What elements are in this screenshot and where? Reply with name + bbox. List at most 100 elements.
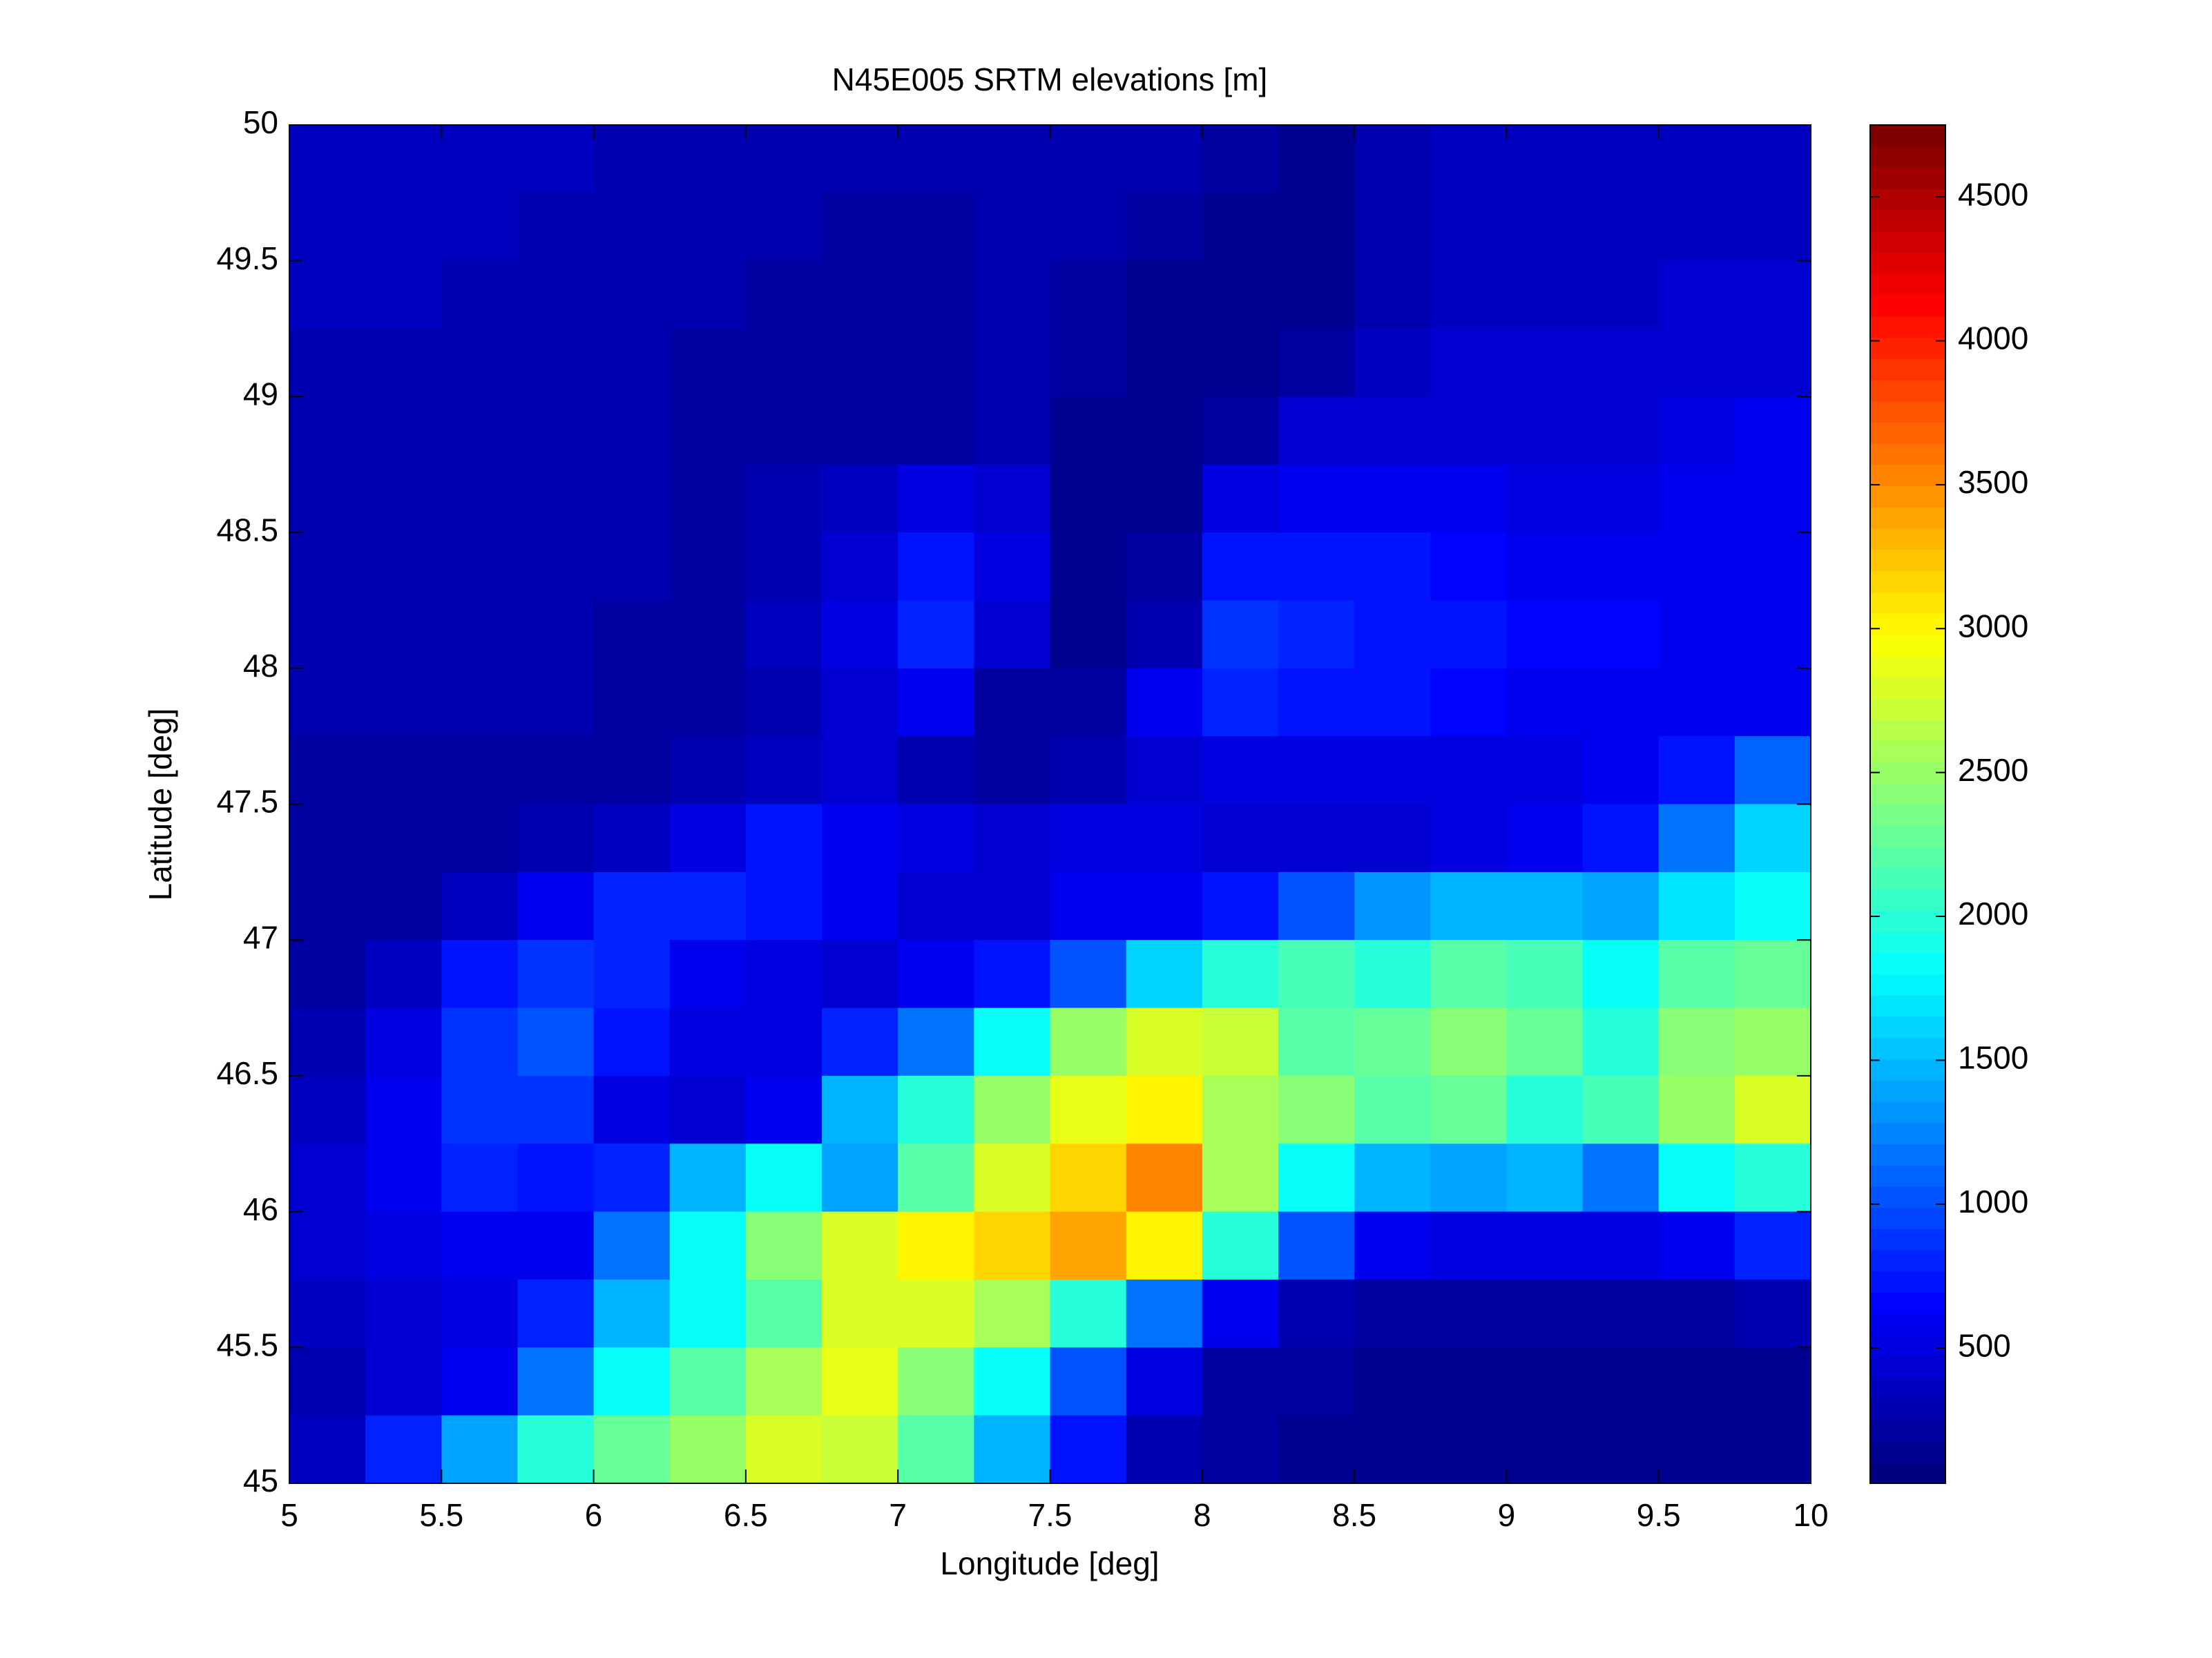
heatmap-cell xyxy=(1734,464,1811,533)
x-tick-label: 8 xyxy=(1193,1497,1211,1533)
heatmap-cell xyxy=(1278,125,1355,193)
colorbar-swatch xyxy=(1870,443,1945,465)
heatmap-cell xyxy=(669,396,747,465)
heatmap-cell xyxy=(1734,193,1811,262)
heatmap-cell xyxy=(669,1347,747,1416)
heatmap-cell xyxy=(745,1415,823,1484)
heatmap-cell xyxy=(1582,260,1660,329)
heatmap-cell xyxy=(1506,396,1584,465)
heatmap-cell xyxy=(1354,464,1431,533)
heatmap-cell xyxy=(1126,532,1203,601)
heatmap-cell xyxy=(441,668,519,737)
heatmap-cell xyxy=(974,1211,1051,1280)
heatmap-cell xyxy=(1582,804,1660,873)
heatmap-cell xyxy=(974,871,1051,941)
heatmap-cell xyxy=(593,260,671,329)
colorbar-swatch xyxy=(1870,146,1945,168)
heatmap-cell xyxy=(1050,668,1127,737)
heatmap-cell xyxy=(1354,1347,1431,1416)
heatmap-cell xyxy=(1202,668,1279,737)
heatmap-cell xyxy=(669,193,747,262)
heatmap-cell xyxy=(822,804,898,873)
heatmap-cell xyxy=(1430,871,1507,941)
heatmap-cell xyxy=(1278,600,1355,669)
heatmap-cell xyxy=(517,1008,595,1077)
heatmap-cell xyxy=(1354,1415,1431,1484)
heatmap-cell xyxy=(1734,600,1811,669)
heatmap-cell xyxy=(974,396,1051,465)
heatmap-cell xyxy=(1430,736,1507,805)
heatmap-cell xyxy=(1050,1347,1127,1416)
heatmap-cell xyxy=(517,871,595,941)
y-tick-label: 47 xyxy=(243,919,278,955)
colorbar-swatch xyxy=(1870,782,1945,805)
heatmap-cell xyxy=(1050,1075,1127,1144)
heatmap-cell xyxy=(1506,464,1584,533)
heatmap-cell xyxy=(1278,871,1355,941)
heatmap-cell xyxy=(593,329,671,397)
heatmap-cell xyxy=(822,1075,898,1144)
heatmap-cell xyxy=(1506,1415,1584,1484)
colorbar-swatch xyxy=(1870,1419,1945,1442)
x-tick-label: 7 xyxy=(889,1497,907,1533)
heatmap-cell xyxy=(898,1347,974,1416)
y-tick-label: 46.5 xyxy=(216,1055,278,1091)
heatmap-cell xyxy=(898,1008,974,1077)
heatmap-cell xyxy=(517,260,595,329)
heatmap-cell xyxy=(1430,1211,1507,1280)
heatmap-cell xyxy=(822,464,898,533)
colorbar-swatch xyxy=(1870,825,1945,847)
colorbar-swatch xyxy=(1870,231,1945,253)
heatmap-cell xyxy=(517,1075,595,1144)
heatmap-cell xyxy=(669,940,747,1009)
heatmap-cell xyxy=(1430,532,1507,601)
colorbar-swatch xyxy=(1870,995,1945,1017)
heatmap-cell xyxy=(593,396,671,465)
heatmap-cell xyxy=(974,532,1051,601)
y-tick-label: 49 xyxy=(243,376,278,412)
heatmap-cell xyxy=(1278,1347,1355,1416)
colorbar-swatch xyxy=(1870,974,1945,996)
heatmap-cell xyxy=(1354,1075,1431,1144)
heatmap-cell xyxy=(1278,260,1355,329)
heatmap-cell xyxy=(974,464,1051,533)
colorbar-swatch xyxy=(1870,677,1945,699)
heatmap-cell xyxy=(1354,668,1431,737)
heatmap-cell xyxy=(898,1144,974,1213)
colorbar-swatch xyxy=(1870,401,1945,423)
heatmap-cell xyxy=(745,736,823,805)
heatmap-cell xyxy=(517,329,595,397)
heatmap-cell xyxy=(745,668,823,737)
heatmap-cell xyxy=(1658,600,1735,669)
heatmap-cell xyxy=(822,193,898,262)
heatmap-cell xyxy=(974,1279,1051,1348)
heatmap-cell xyxy=(593,940,671,1009)
heatmap-cell xyxy=(1278,1415,1355,1484)
heatmap-cell xyxy=(289,396,366,465)
heatmap-cell xyxy=(1658,940,1735,1009)
heatmap-cell xyxy=(1202,396,1279,465)
colorbar-swatch xyxy=(1870,1271,1945,1293)
heatmap-cell xyxy=(1734,532,1811,601)
heatmap-cell xyxy=(1126,125,1203,193)
heatmap-cell xyxy=(517,668,595,737)
colorbar-swatch xyxy=(1870,1249,1945,1272)
heatmap-cell xyxy=(745,532,823,601)
x-tick-label: 5.5 xyxy=(419,1497,463,1533)
heatmap-cell xyxy=(1658,125,1735,193)
heatmap-cell xyxy=(1734,260,1811,329)
heatmap-cell xyxy=(898,940,974,1009)
colorbar-swatch xyxy=(1870,1228,1945,1251)
heatmap-cell xyxy=(441,329,519,397)
heatmap-cell xyxy=(1354,1008,1431,1077)
heatmap-cell xyxy=(1354,532,1431,601)
heatmap-cell xyxy=(517,1415,595,1484)
heatmap-cell xyxy=(517,1347,595,1416)
colorbar-swatch xyxy=(1870,1164,1945,1187)
heatmap-cell xyxy=(1126,1279,1203,1348)
heatmap-cell xyxy=(1430,668,1507,737)
heatmap-cell xyxy=(745,464,823,533)
colorbar-swatch xyxy=(1870,125,1945,147)
heatmap-cell xyxy=(1278,668,1355,737)
